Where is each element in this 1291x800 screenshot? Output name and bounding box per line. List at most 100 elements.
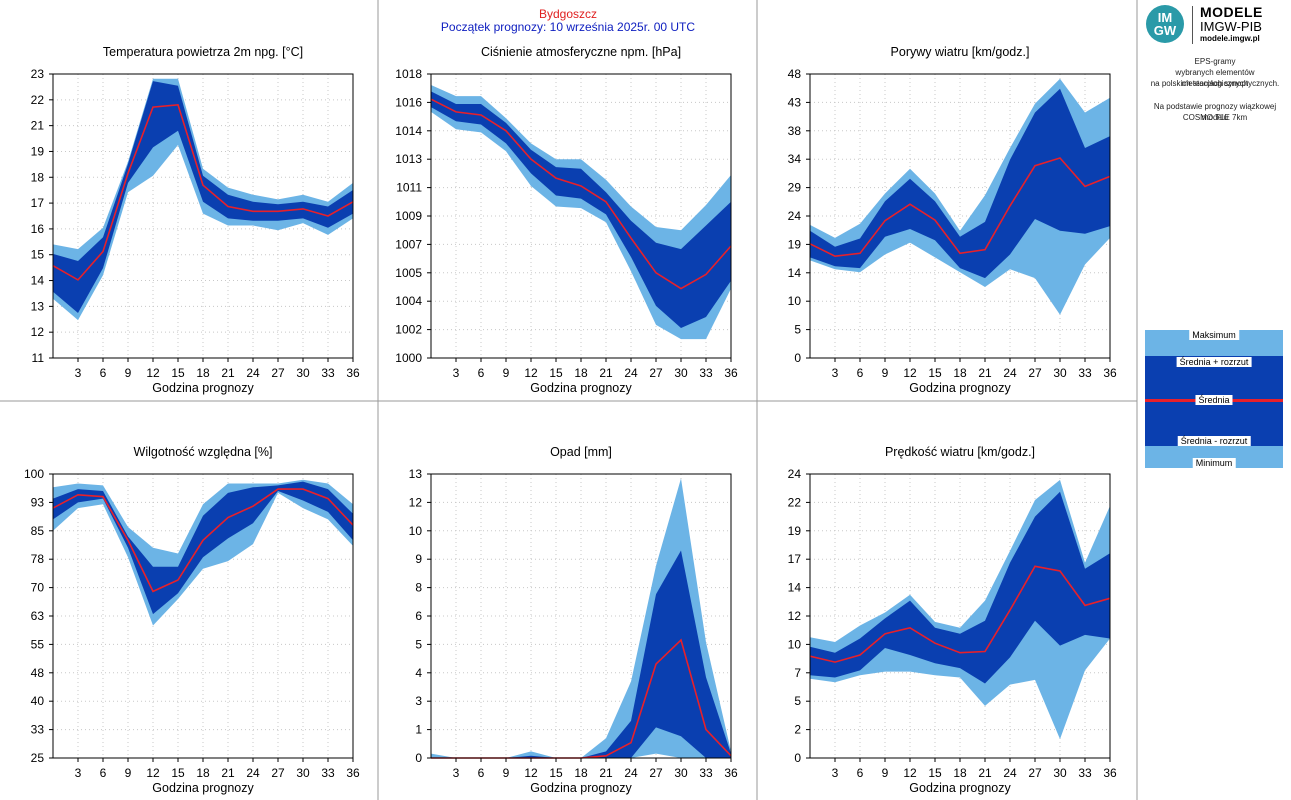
chart-pressure: Ciśnienie atmosferyczne npm. [hPa] 1000 10… bbox=[395, 45, 738, 395]
x-tick-label: 18 bbox=[196, 766, 210, 780]
y-tick-label: 25 bbox=[31, 751, 45, 765]
x-tick-label: 12 bbox=[146, 766, 160, 780]
x-tick-label: 18 bbox=[953, 766, 967, 780]
x-tick-label: 12 bbox=[146, 366, 160, 380]
spread-band bbox=[431, 550, 731, 758]
x-tick-label: 18 bbox=[574, 766, 588, 780]
x-axis-label: Godzina prognozy bbox=[530, 381, 632, 395]
y-tick-label: 11 bbox=[32, 351, 45, 365]
info-line-1: EPS-gramy bbox=[1194, 57, 1236, 66]
x-tick-label: 9 bbox=[882, 766, 889, 780]
y-tick-label: 70 bbox=[31, 581, 45, 595]
y-tick-label: 78 bbox=[31, 552, 45, 566]
spread-band bbox=[810, 88, 1110, 279]
x-tick-label: 9 bbox=[125, 366, 132, 380]
x-axis-label: Godzina prognozy bbox=[152, 781, 254, 795]
x-tick-label: 3 bbox=[832, 366, 839, 380]
chart-title: Opad [mm] bbox=[550, 445, 612, 459]
y-tick-label: 6 bbox=[415, 609, 422, 623]
x-tick-label: 6 bbox=[857, 766, 864, 780]
logo-separator bbox=[1192, 6, 1193, 44]
legend-label-mean-plus: Średnia + rozrzut bbox=[1176, 357, 1252, 367]
chart-wind-gusts: Porywy wiatru [km/godz.] 0 5 10 14 19 24 29 34 38… bbox=[788, 45, 1117, 395]
y-tick-label: 1002 bbox=[395, 323, 422, 337]
chart-title: Temperatura powietrza 2m npg. [°C] bbox=[103, 45, 303, 59]
y-tick-label: 14 bbox=[788, 581, 802, 595]
x-tick-label: 15 bbox=[171, 366, 185, 380]
y-tick-label: 16 bbox=[31, 222, 45, 236]
y-tick-label: 1016 bbox=[395, 95, 422, 109]
y-tick-label: 3 bbox=[415, 694, 422, 708]
y-tick-label: 48 bbox=[788, 67, 802, 81]
x-tick-label: 9 bbox=[503, 766, 510, 780]
y-tick-label: 9 bbox=[415, 552, 422, 566]
mean-line bbox=[52, 488, 354, 593]
y-tick-label: 18 bbox=[31, 170, 45, 184]
chart-humidity: Wilgotność względna [%]25334048556370788… bbox=[24, 445, 360, 795]
chart-title: Porywy wiatru [km/godz.] bbox=[891, 45, 1030, 59]
x-tick-label: 33 bbox=[321, 366, 335, 380]
x-axis-label: Godzina prognozy bbox=[530, 781, 632, 795]
logo-title: MODELE bbox=[1200, 4, 1263, 20]
y-tick-label: 33 bbox=[31, 723, 45, 737]
x-tick-label: 18 bbox=[574, 366, 588, 380]
y-tick-label: 19 bbox=[788, 524, 802, 538]
y-tick-label: 1014 bbox=[395, 124, 422, 138]
station-name: Bydgoszcz bbox=[538, 7, 598, 21]
y-tick-label: 85 bbox=[31, 524, 45, 538]
x-tick-label: 21 bbox=[978, 366, 992, 380]
legend-label-mean: Średnia bbox=[1195, 395, 1233, 405]
y-tick-label: 40 bbox=[31, 694, 45, 708]
y-tick-label: 22 bbox=[788, 495, 802, 509]
y-tick-label: 1005 bbox=[395, 266, 422, 280]
y-tick-label: 21 bbox=[31, 119, 45, 133]
y-tick-label: 0 bbox=[415, 751, 422, 765]
x-tick-label: 33 bbox=[699, 766, 713, 780]
x-tick-label: 21 bbox=[978, 766, 992, 780]
x-tick-label: 36 bbox=[346, 766, 360, 780]
x-tick-label: 30 bbox=[674, 366, 688, 380]
x-tick-label: 27 bbox=[649, 366, 663, 380]
x-tick-label: 3 bbox=[832, 766, 839, 780]
x-tick-label: 27 bbox=[271, 766, 285, 780]
y-tick-label: 12 bbox=[31, 325, 45, 339]
x-tick-label: 15 bbox=[928, 766, 942, 780]
chart-title: Ciśnienie atmosferyczne npm. [hPa] bbox=[481, 45, 681, 59]
x-tick-label: 36 bbox=[1103, 366, 1117, 380]
y-tick-label: 38 bbox=[788, 124, 802, 138]
y-tick-label: 24 bbox=[788, 209, 802, 223]
y-tick-label: 63 bbox=[31, 609, 45, 623]
x-tick-label: 36 bbox=[346, 366, 360, 380]
y-tick-label: 1011 bbox=[396, 181, 422, 195]
y-tick-label: 5 bbox=[415, 637, 422, 651]
y-tick-label: 1004 bbox=[395, 294, 422, 308]
y-tick-label: 43 bbox=[788, 95, 802, 109]
imgw-logo[interactable]: IM GW MODELE IMGW-PIB modele.imgw.pl bbox=[1142, 2, 1288, 46]
info-line-3: na polskich stacjach synoptycznych. bbox=[1150, 79, 1280, 88]
y-tick-label: 1 bbox=[415, 723, 422, 737]
x-tick-label: 9 bbox=[882, 366, 889, 380]
x-tick-label: 6 bbox=[478, 766, 485, 780]
y-tick-label: 1000 bbox=[395, 351, 422, 365]
x-tick-label: 27 bbox=[1028, 766, 1042, 780]
x-tick-label: 33 bbox=[321, 766, 335, 780]
y-tick-label: 100 bbox=[24, 467, 44, 481]
x-tick-label: 18 bbox=[196, 366, 210, 380]
legend-label-min: Minimum bbox=[1192, 458, 1236, 468]
x-tick-label: 24 bbox=[246, 766, 260, 780]
y-tick-label: 12 bbox=[788, 609, 802, 623]
x-tick-label: 6 bbox=[857, 366, 864, 380]
chart-title: Prędkość wiatru [km/godz.] bbox=[885, 445, 1035, 459]
x-tick-label: 33 bbox=[1078, 366, 1092, 380]
x-tick-label: 15 bbox=[928, 366, 942, 380]
x-tick-label: 12 bbox=[524, 366, 538, 380]
x-tick-label: 33 bbox=[1078, 766, 1092, 780]
x-axis-label: Godzina prognozy bbox=[909, 381, 1011, 395]
forecast-start-label: Początek prognozy: 10 września 2025r. 00… bbox=[440, 20, 696, 34]
y-tick-label: 0 bbox=[794, 351, 801, 365]
x-tick-label: 30 bbox=[1053, 366, 1067, 380]
info-line-5: COSMO TLE 7km bbox=[1182, 113, 1248, 122]
x-tick-label: 30 bbox=[296, 366, 310, 380]
y-tick-label: 19 bbox=[788, 237, 802, 251]
